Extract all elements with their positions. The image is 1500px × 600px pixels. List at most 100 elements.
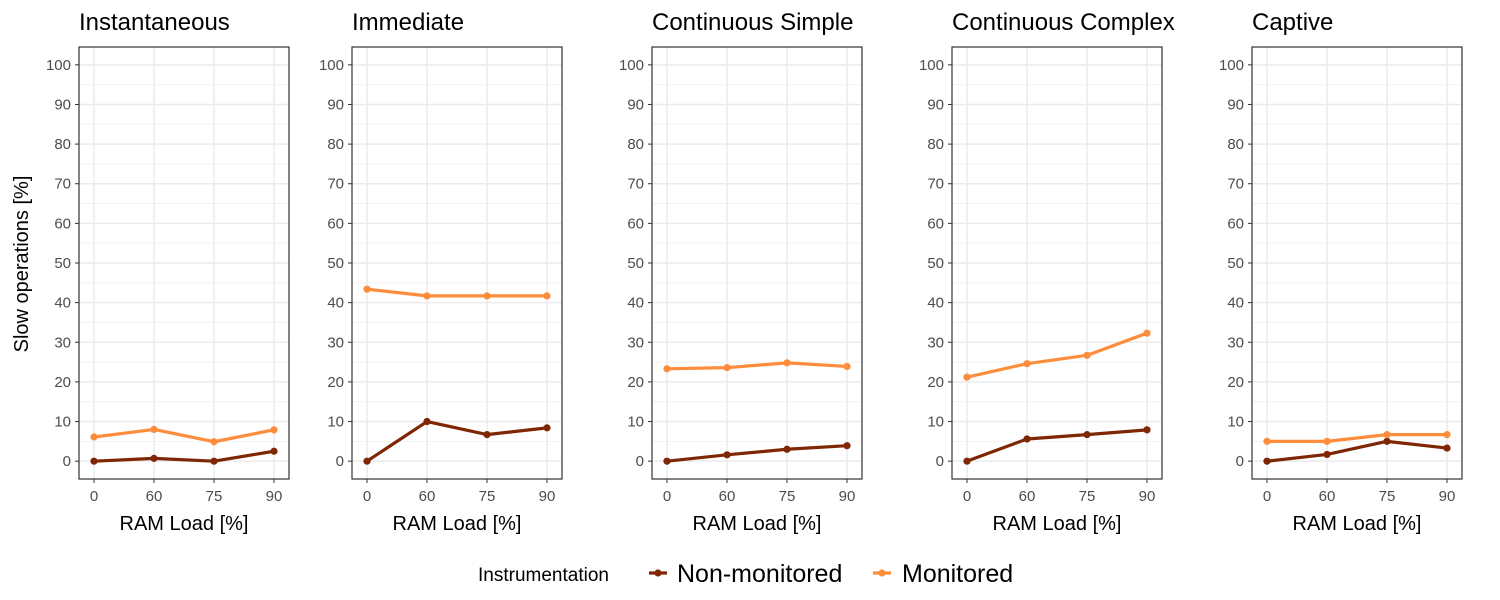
x-tick-label: 90 — [1139, 488, 1156, 505]
x-axis-title: RAM Load [%] — [120, 513, 249, 535]
data-point — [1383, 431, 1391, 439]
data-point — [363, 457, 371, 465]
y-tick-label: 60 — [327, 215, 344, 232]
y-tick-label: 80 — [627, 136, 644, 153]
data-point — [663, 365, 671, 373]
data-point — [1023, 360, 1031, 368]
y-tick-label: 90 — [927, 96, 944, 113]
y-tick-label: 20 — [927, 374, 944, 391]
panel-title: Continuous Simple — [652, 9, 853, 36]
y-tick-label: 50 — [54, 255, 71, 272]
legend-label: Monitored — [902, 560, 1013, 588]
y-tick-label: 40 — [627, 295, 644, 312]
panel-border — [651, 46, 863, 480]
y-tick-label: 100 — [46, 57, 71, 74]
data-point — [783, 359, 791, 367]
data-point — [423, 417, 431, 426]
panel-border — [78, 46, 290, 480]
y-tick-label: 30 — [927, 334, 944, 351]
y-tick-label: 90 — [54, 96, 71, 113]
x-tick-label: 75 — [1079, 488, 1096, 505]
data-point — [363, 285, 371, 293]
y-tick-label: 10 — [54, 414, 71, 431]
y-tick-label: 90 — [627, 96, 644, 113]
y-tick-label: 40 — [1227, 295, 1244, 312]
x-tick-label: 60 — [146, 488, 163, 505]
data-point — [1143, 426, 1151, 434]
data-point — [543, 424, 551, 432]
x-tick-label: 90 — [1439, 488, 1456, 505]
data-point — [963, 373, 971, 381]
x-tick-label: 60 — [1319, 488, 1336, 505]
x-tick-label: 60 — [419, 488, 436, 505]
series-line-non-monitored — [366, 419, 548, 463]
data-point — [90, 457, 98, 465]
y-tick-label: 70 — [627, 176, 644, 193]
legend-title: Instrumentation — [478, 565, 609, 586]
data-point — [1323, 450, 1331, 459]
y-tick-label: 50 — [1227, 255, 1244, 272]
x-tick-label: 0 — [963, 488, 971, 505]
data-point — [1083, 431, 1091, 439]
legend-entry: Non-monitored — [649, 560, 842, 588]
y-tick-label: 40 — [327, 295, 344, 312]
y-tick-label: 10 — [927, 414, 944, 431]
y-tick-label: 100 — [619, 57, 644, 74]
data-point — [1323, 437, 1331, 445]
legend-key-point — [878, 569, 886, 577]
series-line-monitored — [366, 287, 547, 298]
panel-4: Captive 0 10 20 30 40 50 60 70 80 90 100 0 60 75 90 RAM … — [1219, 9, 1463, 535]
y-tick-label: 40 — [54, 295, 71, 312]
data-point — [843, 362, 851, 371]
x-tick-label: 75 — [1379, 488, 1396, 505]
data-point — [423, 292, 431, 300]
data-point — [783, 445, 791, 453]
y-tick-label: 100 — [319, 57, 344, 74]
panel-border — [1251, 46, 1463, 480]
data-point — [270, 426, 278, 434]
data-point — [723, 451, 731, 459]
panel-title: Immediate — [352, 9, 464, 36]
y-tick-label: 70 — [1227, 176, 1244, 193]
y-tick-label: 40 — [927, 295, 944, 312]
panel-title: Captive — [1252, 9, 1333, 36]
x-tick-label: 75 — [206, 488, 223, 505]
data-point — [270, 447, 278, 455]
data-point — [210, 438, 218, 446]
panel-border — [951, 46, 1163, 480]
y-tick-label: 20 — [54, 374, 71, 391]
legend-key-point — [654, 569, 662, 577]
y-tick-label: 60 — [1227, 215, 1244, 232]
x-tick-label: 90 — [539, 488, 556, 505]
x-axis-title: RAM Load [%] — [393, 513, 522, 535]
panel-0: Instantaneous 0 10 20 30 40 50 60 70 80 90 100 0 60 75… — [46, 9, 290, 535]
data-point — [1143, 329, 1151, 337]
x-tick-label: 60 — [719, 488, 736, 505]
panel-2: Continuous Simple 0 10 20 30 40 50 60 70 80 90 100 0… — [619, 9, 863, 535]
y-tick-label: 80 — [1227, 136, 1244, 153]
data-point — [543, 292, 551, 300]
y-tick-label: 0 — [936, 453, 944, 470]
data-point — [90, 433, 98, 441]
y-tick-label: 100 — [919, 57, 944, 74]
data-point — [1023, 435, 1031, 443]
x-tick-label: 0 — [663, 488, 671, 505]
legend-entry: Monitored — [873, 560, 1013, 588]
panel-title: Instantaneous — [79, 9, 230, 36]
y-tick-label: 20 — [327, 374, 344, 391]
data-point — [663, 457, 671, 465]
x-tick-label: 60 — [1019, 488, 1036, 505]
y-tick-label: 70 — [927, 176, 944, 193]
x-tick-label: 90 — [266, 488, 283, 505]
data-point — [1443, 444, 1451, 452]
data-point — [150, 425, 158, 434]
panel-border — [351, 46, 563, 480]
data-point — [1383, 437, 1391, 445]
y-tick-label: 50 — [327, 255, 344, 272]
y-tick-label: 90 — [1227, 96, 1244, 113]
series-line-monitored — [966, 331, 1148, 379]
series-line-monitored — [1267, 433, 1447, 443]
panel-3: Continuous Complex 0 10 20 30 40 50 60 70 80 90 100… — [919, 9, 1175, 535]
series-line-monitored — [93, 427, 275, 444]
